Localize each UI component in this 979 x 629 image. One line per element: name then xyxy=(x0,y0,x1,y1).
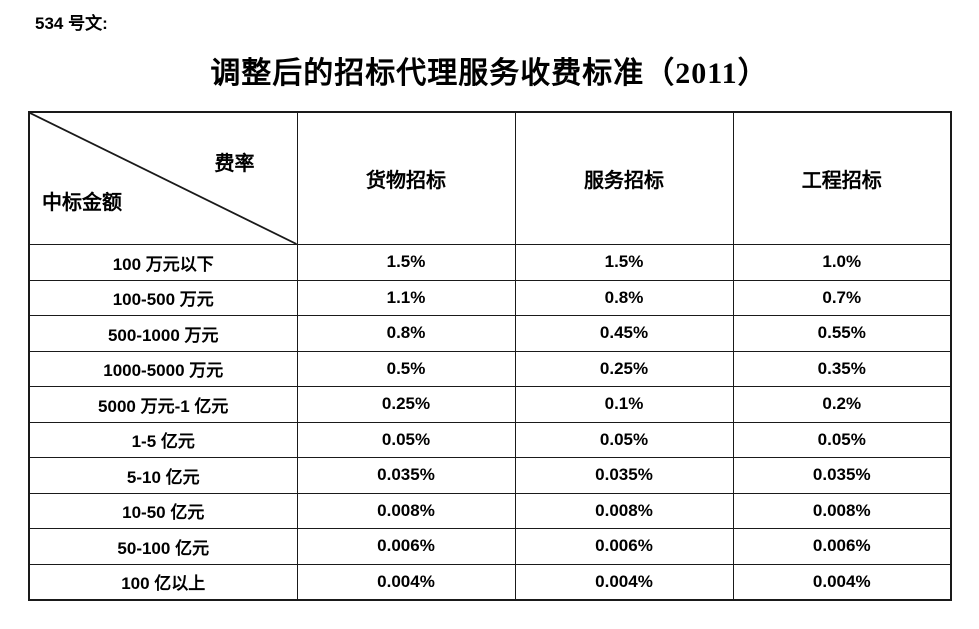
fee-value: 0.25% xyxy=(514,350,734,387)
fee-value: 0.45% xyxy=(514,315,734,352)
fee-value: 0.25% xyxy=(296,386,516,423)
fee-value: 1.0% xyxy=(732,244,952,281)
fee-value: 0.05% xyxy=(514,421,734,458)
row-label: 100 亿以上 xyxy=(28,563,298,601)
table-row: 1000-5000 万元 0.5% 0.25% 0.35% xyxy=(28,350,952,387)
fee-value: 0.8% xyxy=(296,315,516,352)
fee-value: 0.004% xyxy=(732,563,952,601)
fee-value: 0.006% xyxy=(732,528,952,565)
fee-value: 0.006% xyxy=(296,528,516,565)
table-row: 100-500 万元 1.1% 0.8% 0.7% xyxy=(28,279,952,316)
corner-label-rate: 费率 xyxy=(214,153,255,175)
table-row: 500-1000 万元 0.8% 0.45% 0.55% xyxy=(28,315,952,352)
header-row: 费率 中标金额 货物招标 服务招标 工程招标 xyxy=(28,111,952,245)
fee-standard-table: 费率 中标金额 货物招标 服务招标 工程招标 100 万元以下 1.5% 1.5… xyxy=(28,111,952,601)
table-row: 50-100 亿元 0.006% 0.006% 0.006% xyxy=(28,528,952,565)
fee-value: 0.004% xyxy=(514,563,734,601)
fee-value: 0.55% xyxy=(732,315,952,352)
fee-value: 0.35% xyxy=(732,350,952,387)
fee-value: 0.008% xyxy=(732,492,952,529)
fee-value: 0.035% xyxy=(514,457,734,494)
diagonal-divider xyxy=(30,113,297,244)
fee-value: 1.1% xyxy=(296,279,516,316)
fee-value: 1.5% xyxy=(514,244,734,281)
row-label: 1000-5000 万元 xyxy=(28,350,298,387)
row-label: 100-500 万元 xyxy=(28,279,298,316)
table-row: 1-5 亿元 0.05% 0.05% 0.05% xyxy=(28,421,952,458)
page-title: 调整后的招标代理服务收费标准（2011） xyxy=(210,57,769,90)
row-label: 500-1000 万元 xyxy=(28,315,298,352)
fee-value: 0.05% xyxy=(732,421,952,458)
doc-reference: 534 号文: xyxy=(35,14,108,33)
column-header-services: 服务招标 xyxy=(514,111,734,245)
table-row: 5-10 亿元 0.035% 0.035% 0.035% xyxy=(28,457,952,494)
row-label: 100 万元以下 xyxy=(28,244,298,281)
row-label: 5000 万元-1 亿元 xyxy=(28,386,298,423)
fee-value: 0.05% xyxy=(296,421,516,458)
fee-value: 1.5% xyxy=(296,244,516,281)
row-label: 50-100 亿元 xyxy=(28,528,298,565)
row-label: 10-50 亿元 xyxy=(28,492,298,529)
fee-value: 0.008% xyxy=(514,492,734,529)
column-header-engineering: 工程招标 xyxy=(732,111,952,245)
column-header-goods: 货物招标 xyxy=(296,111,516,245)
table-row: 100 万元以下 1.5% 1.5% 1.0% xyxy=(28,244,952,281)
fee-value: 0.035% xyxy=(732,457,952,494)
row-label: 1-5 亿元 xyxy=(28,421,298,458)
fee-value: 0.035% xyxy=(296,457,516,494)
corner-label-amount: 中标金额 xyxy=(42,192,122,214)
table-row: 10-50 亿元 0.008% 0.008% 0.008% xyxy=(28,492,952,529)
fee-value: 0.1% xyxy=(514,386,734,423)
fee-value: 0.8% xyxy=(514,279,734,316)
table-row: 5000 万元-1 亿元 0.25% 0.1% 0.2% xyxy=(28,386,952,423)
fee-value: 0.008% xyxy=(296,492,516,529)
fee-value: 0.5% xyxy=(296,350,516,387)
corner-header-cell: 费率 中标金额 xyxy=(28,111,298,245)
row-label: 5-10 亿元 xyxy=(28,457,298,494)
fee-value: 0.7% xyxy=(732,279,952,316)
fee-value: 0.006% xyxy=(514,528,734,565)
fee-value: 0.2% xyxy=(732,386,952,423)
fee-value: 0.004% xyxy=(296,563,516,601)
table-row: 100 亿以上 0.004% 0.004% 0.004% xyxy=(28,563,952,601)
